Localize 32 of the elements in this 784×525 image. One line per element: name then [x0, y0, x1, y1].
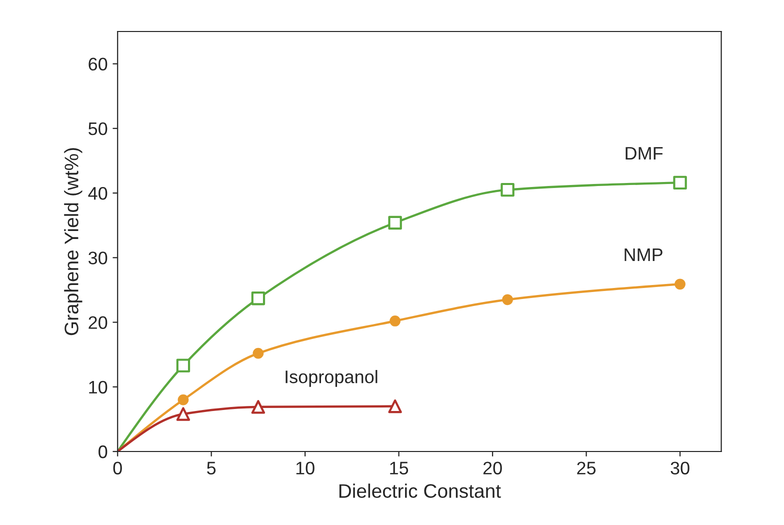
y-tick-label: 20	[88, 316, 108, 329]
x-tick-label: 15	[390, 462, 408, 474]
point	[388, 399, 402, 414]
y-tick-label: 10	[89, 380, 108, 394]
y-tick-label: 60	[88, 58, 108, 71]
point	[176, 407, 190, 421]
point	[673, 176, 687, 190]
y-tick-label: 0	[98, 445, 108, 458]
series-label: NMP	[624, 248, 662, 261]
point	[176, 358, 190, 372]
x-tick-label: 10	[296, 462, 314, 474]
x-tick-label: 5	[207, 462, 216, 474]
point	[674, 278, 686, 290]
point	[502, 294, 513, 306]
y-tick-label: 40	[88, 186, 108, 200]
point	[178, 394, 189, 406]
x-tick-label: 0	[113, 462, 122, 474]
x-tick-label: 20	[483, 462, 502, 474]
point	[251, 292, 266, 306]
point	[252, 348, 264, 359]
x-tick-label: 30	[670, 462, 690, 474]
y-tick-label: 30	[88, 252, 108, 264]
series-label: Isopropanol	[286, 370, 378, 387]
point	[251, 400, 266, 414]
y-tick-label: 50	[88, 122, 108, 136]
point	[500, 182, 514, 197]
point	[388, 216, 402, 230]
x-axis-title: Dielectric Constant	[339, 484, 501, 498]
x-tick-label: 25	[577, 462, 596, 474]
series-label: DMF	[626, 147, 663, 160]
y-axis-title: Graphene Yield (wt%)	[64, 148, 82, 336]
point	[390, 316, 401, 326]
